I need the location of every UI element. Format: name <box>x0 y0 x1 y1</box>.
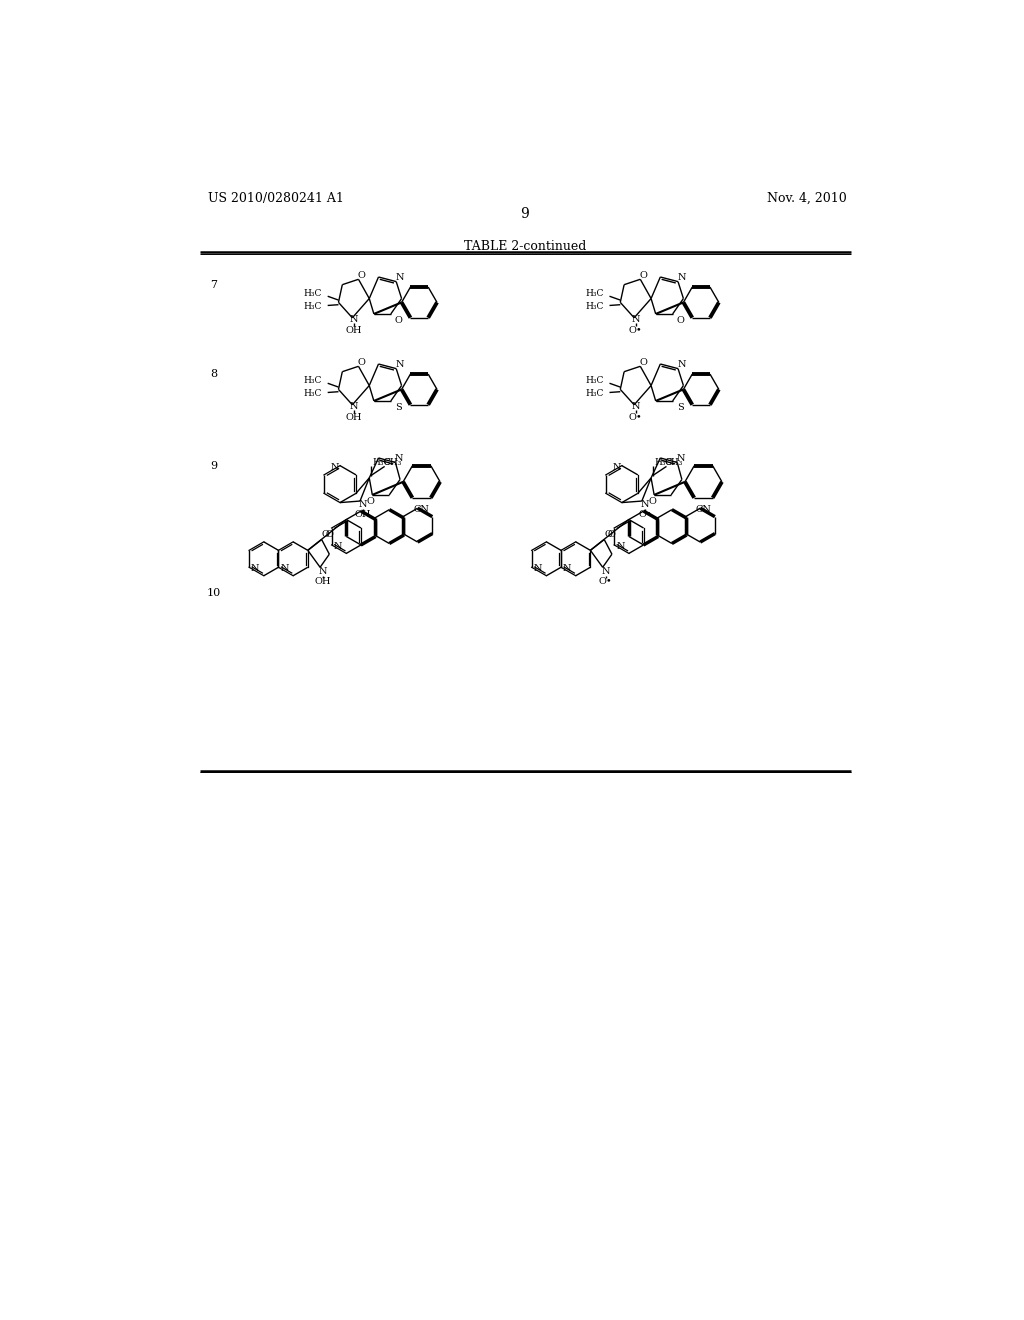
Text: H₃C: H₃C <box>585 289 603 297</box>
Text: Nov. 4, 2010: Nov. 4, 2010 <box>767 191 847 205</box>
Text: O: O <box>648 496 656 506</box>
Text: N: N <box>396 273 404 282</box>
Text: S: S <box>677 403 684 412</box>
Text: O: O <box>604 529 612 539</box>
Text: H₃C: H₃C <box>303 389 322 397</box>
Text: S: S <box>395 403 401 412</box>
Text: OH: OH <box>315 577 332 586</box>
Text: O: O <box>608 531 615 540</box>
Text: 9: 9 <box>520 207 529 220</box>
Text: N: N <box>349 401 358 411</box>
Text: O•: O• <box>629 326 642 334</box>
Text: TABLE 2-continued: TABLE 2-continued <box>464 240 586 253</box>
Text: O: O <box>357 358 366 367</box>
Text: O•: O• <box>599 577 612 586</box>
Text: 8: 8 <box>210 370 217 379</box>
Text: N: N <box>281 565 289 573</box>
Text: N: N <box>334 543 342 550</box>
Text: O•: O• <box>629 413 642 421</box>
Text: O: O <box>639 358 647 367</box>
Text: OH: OH <box>355 511 372 519</box>
Text: OH: OH <box>346 413 362 421</box>
Text: O: O <box>367 496 375 506</box>
Text: O: O <box>677 315 684 325</box>
Text: OH: OH <box>346 326 362 334</box>
Text: CN: CN <box>695 506 712 513</box>
Text: O: O <box>326 531 333 540</box>
Text: 7: 7 <box>210 280 217 290</box>
Text: O•: O• <box>638 511 652 519</box>
Text: O: O <box>357 271 366 280</box>
Text: N: N <box>358 500 368 508</box>
Text: N: N <box>395 454 403 463</box>
Text: O: O <box>639 271 647 280</box>
Text: US 2010/0280241 A1: US 2010/0280241 A1 <box>208 191 343 205</box>
Text: CH₃: CH₃ <box>383 458 401 467</box>
Text: H₃C: H₃C <box>373 458 391 467</box>
Text: H₃C: H₃C <box>654 458 673 467</box>
Text: N: N <box>563 565 571 573</box>
Text: H₃C: H₃C <box>585 376 603 384</box>
Text: H₃C: H₃C <box>303 289 322 297</box>
Text: N: N <box>641 500 649 508</box>
Text: H₃C: H₃C <box>585 302 603 310</box>
Text: N: N <box>616 543 625 550</box>
Text: CN: CN <box>414 506 429 513</box>
Text: H₃C: H₃C <box>585 389 603 397</box>
Text: O: O <box>322 529 330 539</box>
Text: N: N <box>601 566 610 576</box>
Text: N: N <box>534 565 542 573</box>
Text: N: N <box>349 315 358 323</box>
Text: O: O <box>394 315 402 325</box>
Text: N: N <box>331 463 339 471</box>
Text: N: N <box>396 360 404 370</box>
Text: N: N <box>632 315 640 323</box>
Text: N: N <box>251 565 259 573</box>
Text: N: N <box>677 454 685 463</box>
Text: H₃C: H₃C <box>303 376 322 384</box>
Text: N: N <box>612 463 621 471</box>
Text: N: N <box>632 401 640 411</box>
Text: 9: 9 <box>210 462 217 471</box>
Text: N: N <box>678 273 686 282</box>
Text: CH₃: CH₃ <box>665 458 683 467</box>
Text: 10: 10 <box>207 589 221 598</box>
Text: N: N <box>678 360 686 370</box>
Text: H₃C: H₃C <box>303 302 322 310</box>
Text: N: N <box>318 566 328 576</box>
